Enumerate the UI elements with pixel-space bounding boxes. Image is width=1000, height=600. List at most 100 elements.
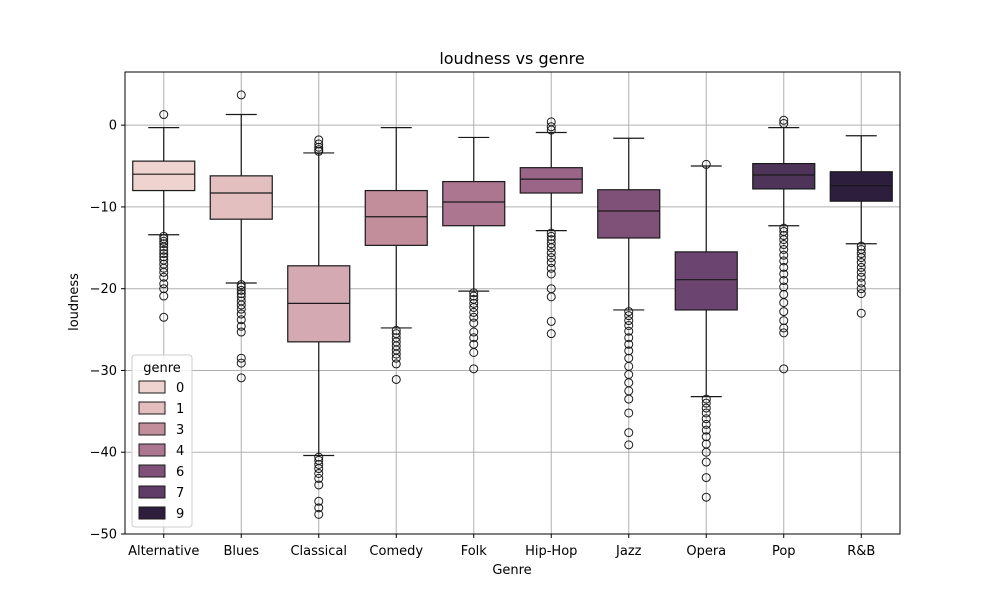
- outlier-point: [546, 316, 556, 326]
- y-tick-label: −40: [90, 446, 117, 461]
- outlier-point: [779, 328, 789, 338]
- legend-swatch: [138, 464, 166, 478]
- legend-box: [131, 354, 193, 528]
- outlier-point: [469, 312, 479, 322]
- outlier-point: [546, 253, 556, 263]
- outlier-point: [159, 231, 169, 241]
- outlier-point: [546, 122, 556, 132]
- y-tick-label: −20: [90, 282, 117, 297]
- outlier-point: [159, 312, 169, 322]
- outlier-point: [701, 414, 711, 424]
- outlier-point: [779, 119, 789, 129]
- x-tick-label: Hip-Hop: [525, 544, 577, 559]
- outlier-point: [314, 146, 324, 156]
- plot-frame: [124, 71, 901, 535]
- outlier-point: [624, 346, 634, 356]
- outlier-point: [314, 139, 324, 149]
- outlier-point: [469, 302, 479, 312]
- outlier-point: [779, 269, 789, 279]
- outlier-point: [236, 282, 246, 292]
- x-axis-label: Genre: [492, 563, 531, 578]
- outlier-point: [546, 263, 556, 273]
- outlier-point: [469, 364, 479, 374]
- box-r-b: [829, 135, 893, 318]
- outlier-point: [314, 496, 324, 506]
- iqr-box: [674, 251, 738, 311]
- outlier-point: [779, 115, 789, 125]
- outlier-point: [546, 231, 556, 241]
- outlier-point: [236, 321, 246, 331]
- outlier-point: [159, 279, 169, 289]
- legend-swatch: [138, 401, 166, 415]
- outlier-point: [469, 291, 479, 301]
- box-opera: [674, 159, 738, 502]
- outlier-point: [779, 282, 789, 292]
- legend-swatch: [138, 422, 166, 436]
- outlier-point: [314, 473, 324, 483]
- outlier-point: [546, 269, 556, 279]
- outlier-point: [236, 280, 246, 290]
- x-tick-label: Jazz: [615, 544, 642, 559]
- outlier-point: [314, 142, 324, 152]
- outlier-point: [236, 358, 246, 368]
- outlier-point: [624, 428, 634, 438]
- outlier-point: [236, 309, 246, 319]
- outlier-point: [236, 353, 246, 363]
- outlier-point: [856, 308, 866, 318]
- legend: genre 0 1 3 4 6 7 9: [131, 354, 193, 528]
- y-tick-label: −50: [90, 528, 117, 543]
- outlier-point: [159, 267, 169, 277]
- box-pop: [752, 115, 816, 374]
- x-tick-label: Blues: [223, 544, 259, 559]
- outlier-point: [546, 228, 556, 238]
- outlier-point: [856, 289, 866, 299]
- outlier-point: [779, 276, 789, 286]
- outlier-point: [856, 241, 866, 251]
- outlier-point: [624, 311, 634, 321]
- iqr-box: [597, 189, 661, 239]
- outlier-point: [236, 289, 246, 299]
- y-tick-label: 0: [109, 119, 117, 134]
- outlier-point: [701, 432, 711, 442]
- outlier-point: [856, 253, 866, 263]
- x-tick-label: Pop: [772, 544, 796, 559]
- outlier-point: [236, 285, 246, 295]
- legend-label: 1: [176, 402, 184, 417]
- outlier-point: [314, 503, 324, 513]
- legend-label: 7: [176, 486, 184, 501]
- outlier-point: [624, 339, 634, 349]
- outlier-point: [159, 284, 169, 294]
- outlier-point: [701, 403, 711, 413]
- outlier-point: [159, 236, 169, 246]
- iqr-box: [829, 171, 893, 202]
- outlier-point: [391, 325, 401, 335]
- outlier-point: [624, 408, 634, 418]
- outlier-point: [856, 278, 866, 288]
- iqr-box: [442, 180, 506, 227]
- iqr-box: [519, 167, 583, 194]
- outlier-point: [701, 419, 711, 429]
- y-tick-label: −10: [90, 200, 117, 215]
- x-tick-label: Alternative: [128, 544, 199, 559]
- outlier-point: [701, 408, 711, 418]
- outlier-point: [779, 256, 789, 266]
- outlier-point: [701, 159, 711, 169]
- outlier-point: [546, 243, 556, 253]
- outlier-point: [856, 262, 866, 272]
- legend-label: 4: [176, 444, 184, 459]
- iqr-box: [209, 175, 273, 220]
- box-classical: [287, 135, 351, 519]
- axes: 0 −10 −20 −30 −40 −50 Alternative Blues Classica…: [90, 119, 876, 559]
- outlier-point: [546, 248, 556, 258]
- box-hip-hop: [519, 117, 583, 339]
- outlier-point: [546, 329, 556, 339]
- boxes: [132, 90, 893, 519]
- outlier-point: [546, 258, 556, 268]
- outlier-point: [856, 249, 866, 259]
- box-blues: [209, 90, 273, 383]
- outlier-point: [236, 304, 246, 314]
- outlier-point: [701, 398, 711, 408]
- outlier-point: [469, 288, 479, 298]
- box-jazz: [597, 137, 661, 450]
- outlier-point: [469, 333, 479, 343]
